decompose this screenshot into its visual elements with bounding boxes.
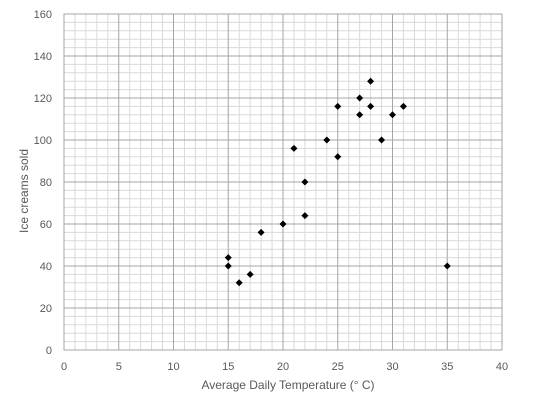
y-axis-title: Ice creams sold	[17, 149, 31, 233]
y-tick-label: 120	[34, 93, 52, 105]
x-tick-label: 15	[222, 361, 234, 373]
data-point	[399, 102, 407, 110]
x-tick-label: 10	[167, 361, 179, 373]
plot-area-border	[63, 13, 503, 351]
data-point	[356, 111, 364, 119]
y-tick-label: 20	[40, 303, 52, 315]
axis-layer	[63, 13, 503, 351]
x-axis-title: Average Daily Temperature (° C)	[201, 378, 374, 392]
y-tick-label: 60	[40, 219, 52, 231]
y-tick-label: 160	[34, 9, 52, 21]
data-point	[334, 153, 342, 161]
tick-label-layer: 0 5 10 15 20 25 30 35 40 0 20 40 60 80 100 120 140 160	[34, 9, 508, 373]
data-point	[224, 254, 232, 262]
x-tick-label: 0	[61, 361, 67, 373]
data-point	[224, 262, 232, 270]
data-point	[443, 262, 451, 270]
grid-layer	[63, 13, 503, 351]
data-points	[224, 77, 451, 287]
x-tick-label: 25	[332, 361, 344, 373]
y-tick-label: 140	[34, 51, 52, 63]
data-point	[389, 111, 396, 119]
x-tick-label: 40	[496, 361, 508, 373]
data-point	[246, 270, 254, 278]
data-point	[235, 279, 243, 287]
x-tick-label: 35	[441, 361, 453, 373]
x-tick-label: 30	[386, 361, 398, 373]
data-point	[356, 94, 364, 102]
data-point	[334, 102, 342, 110]
x-tick-label: 5	[116, 361, 122, 373]
data-point	[290, 144, 298, 152]
data-point	[301, 178, 309, 186]
data-point	[323, 136, 331, 144]
y-tick-label: 80	[40, 177, 52, 189]
data-point	[367, 77, 375, 85]
data-point	[301, 212, 309, 220]
data-point	[257, 228, 265, 236]
data-point	[279, 220, 287, 228]
y-tick-label: 40	[40, 261, 52, 273]
data-point	[367, 102, 375, 110]
x-tick-label: 20	[277, 361, 289, 373]
data-point	[378, 136, 386, 144]
y-tick-label: 100	[34, 135, 52, 147]
y-tick-label: 0	[46, 345, 52, 357]
